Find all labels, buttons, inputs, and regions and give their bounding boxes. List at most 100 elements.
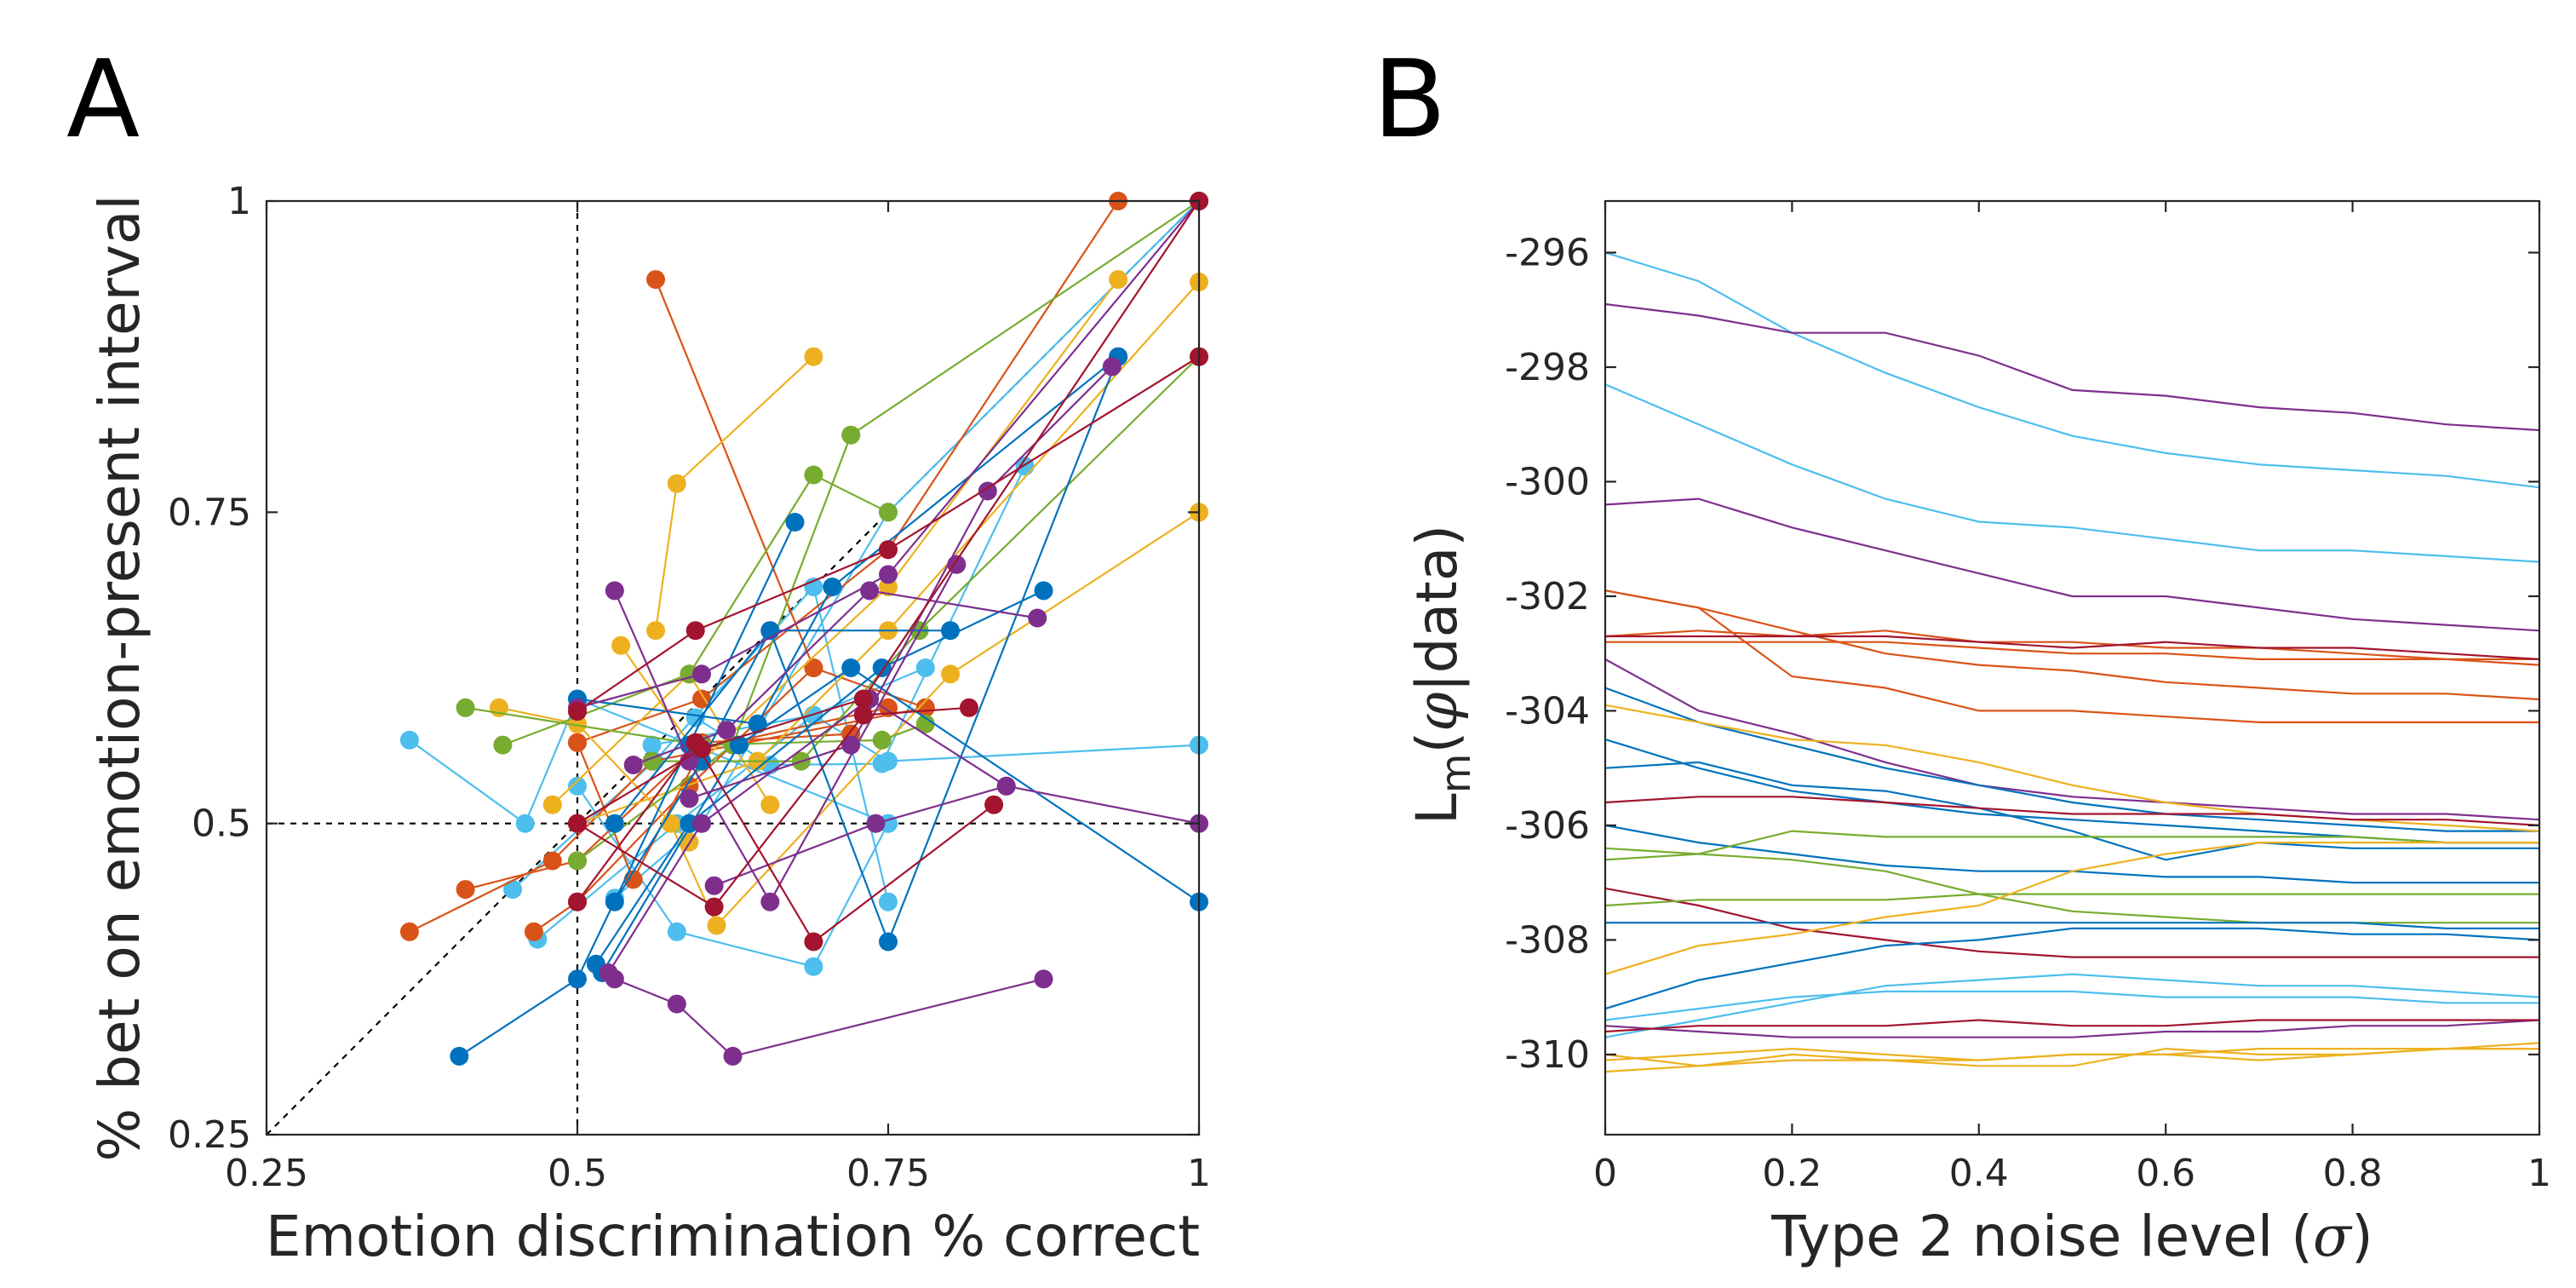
data-point	[804, 957, 823, 976]
data-point	[729, 735, 749, 755]
data-point	[667, 474, 686, 493]
series-line	[502, 474, 889, 746]
y-tick-label: -298	[1505, 346, 1590, 389]
series-line	[620, 279, 1119, 763]
data-point	[984, 795, 1004, 814]
series-a-28	[605, 621, 960, 911]
data-point	[515, 814, 535, 833]
series-b-26	[1604, 1019, 2539, 1033]
series-b-9	[1604, 658, 2540, 821]
data-point	[568, 814, 587, 833]
data-point	[646, 621, 665, 641]
data-point	[879, 565, 898, 584]
series-line	[465, 706, 927, 746]
series-b-13	[1604, 761, 2539, 861]
data-point	[978, 481, 997, 501]
series-b-18	[1604, 887, 2539, 958]
data-point	[568, 702, 587, 722]
data-point	[599, 963, 618, 982]
data-point	[879, 932, 898, 952]
data-point	[841, 425, 861, 445]
data-point	[879, 503, 898, 522]
series-b-29	[1604, 1047, 2539, 1067]
panel-a-scatter: 0.25 0.5 0.75 1 0.25 0.5 0.75 1 Emotion discrim…	[87, 180, 1211, 1269]
data-point	[623, 756, 643, 774]
panel-a-letter: A	[66, 37, 140, 162]
data-point	[493, 735, 513, 755]
series-line	[577, 200, 1200, 825]
data-point	[605, 892, 624, 911]
y-tick-label: -302	[1505, 575, 1590, 618]
series-line	[613, 356, 1120, 945]
data-point	[1034, 969, 1053, 989]
series-b-25	[1604, 1019, 2540, 1038]
series-line	[409, 706, 927, 933]
data-point	[704, 897, 724, 917]
series-b-17	[1604, 853, 2539, 924]
data-point	[646, 270, 665, 290]
series-b-15	[1604, 824, 2539, 884]
panel-b-axes-frame	[1604, 199, 2541, 1136]
data-point	[667, 922, 686, 941]
data-point	[941, 621, 960, 641]
series-line	[577, 706, 969, 909]
series-a-29	[605, 969, 1053, 1066]
panel-b-series-group	[1604, 251, 2540, 1073]
data-point	[692, 689, 711, 709]
y-tick-label: -308	[1505, 918, 1590, 962]
x-tick-label: 0.4	[1949, 1152, 2009, 1195]
series-b-5	[1604, 589, 2539, 724]
series-b-3	[1604, 497, 2540, 632]
series-line	[607, 698, 1007, 974]
data-point	[568, 969, 587, 989]
data-point	[680, 789, 699, 808]
series-b-28	[1604, 1042, 2540, 1073]
series-line	[577, 200, 1200, 709]
series-b-19	[1604, 893, 2539, 907]
data-point	[623, 870, 643, 889]
series-line	[714, 785, 1200, 887]
data-point	[853, 705, 873, 725]
series-b-12	[1604, 738, 2539, 844]
panel-a-axes-frame	[265, 199, 1201, 1136]
series-b-4	[1604, 589, 2540, 701]
data-point	[642, 735, 662, 755]
series-line	[633, 589, 1038, 767]
data-point	[692, 739, 711, 758]
data-point	[879, 751, 898, 771]
data-point	[823, 578, 842, 596]
series-b-2	[1604, 383, 2540, 563]
series-line	[576, 706, 889, 883]
data-point	[872, 730, 892, 750]
series-b-1	[1604, 302, 2540, 432]
panel-b-ticks: 0 0.2 0.4 0.6 0.8 1 -296 -298 -300 -302 -304 -306 -3…	[1505, 201, 2551, 1195]
data-point	[853, 689, 873, 709]
series-line	[577, 740, 995, 944]
y-tick-label: -310	[1505, 1033, 1590, 1077]
panel-a-series-group	[399, 192, 1208, 1066]
data-point	[568, 892, 587, 911]
data-point	[804, 932, 823, 952]
series-a-35	[704, 776, 1208, 895]
data-point	[804, 347, 823, 366]
series-line	[577, 785, 889, 968]
x-tick-label: 0.8	[2323, 1152, 2383, 1195]
x-tick-label: 1	[2527, 1152, 2551, 1195]
panel-a-y-axis-label: % bet on emotion-present interval	[87, 194, 152, 1161]
series-b-23	[1604, 990, 2539, 1021]
y-tick-label: 0.75	[168, 491, 251, 534]
data-point	[667, 994, 686, 1014]
y-tick-label: -304	[1505, 689, 1590, 733]
y-tick-label: 0.5	[192, 802, 251, 846]
data-point	[748, 714, 767, 733]
data-point	[760, 892, 780, 911]
data-point	[704, 876, 724, 895]
series-b-14	[1604, 796, 2540, 826]
data-point	[686, 621, 705, 641]
data-point	[399, 730, 419, 750]
data-point	[605, 581, 624, 601]
data-point	[611, 635, 631, 655]
data-point	[568, 776, 587, 796]
data-point	[841, 658, 861, 677]
